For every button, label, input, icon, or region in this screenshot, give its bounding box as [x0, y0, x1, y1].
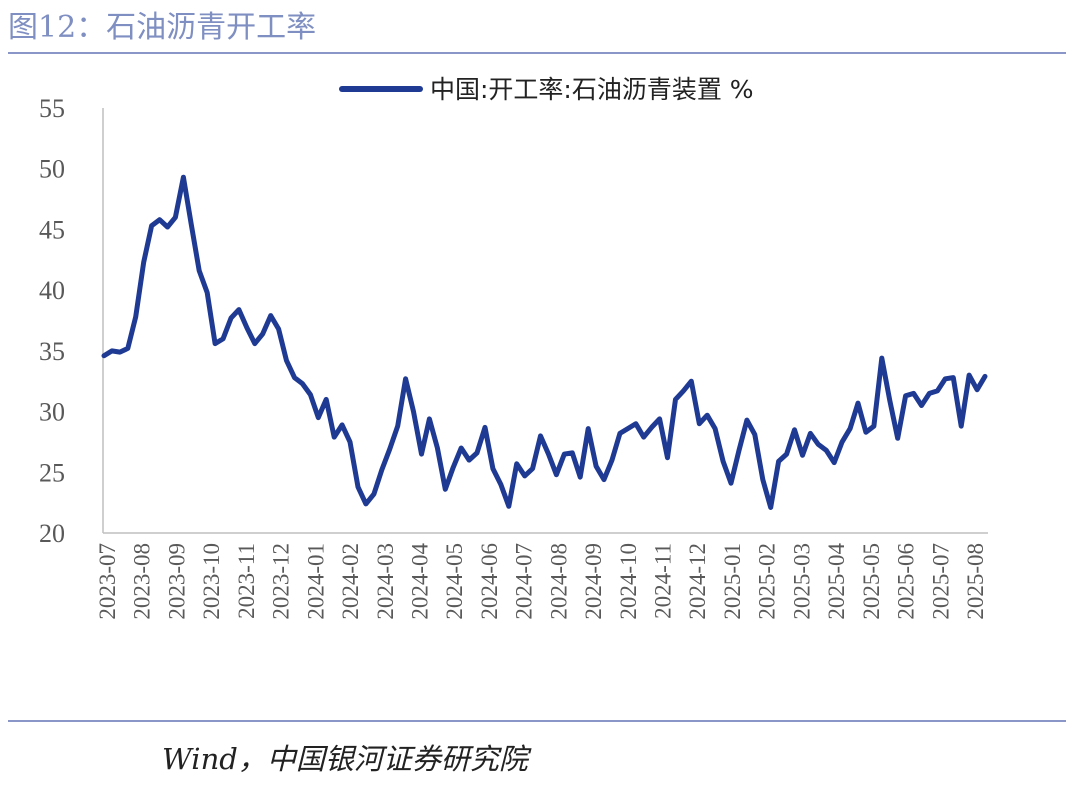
x-tick-label: 2024-07	[512, 543, 537, 620]
x-tick-label: 2023-07	[95, 543, 120, 620]
y-tick-label: 30	[39, 398, 65, 427]
x-tick-label: 2024-10	[616, 543, 641, 620]
x-tick-label: 2023-10	[199, 543, 224, 620]
chart-legend: 中国:开工率:石油沥青装置 %	[339, 75, 754, 104]
x-tick-label: 2024-01	[303, 543, 328, 620]
x-tick-label: 2025-04	[824, 543, 849, 620]
x-tick-label: 2024-12	[685, 543, 710, 620]
y-tick-label: 20	[39, 519, 65, 548]
line-chart: 中国:开工率:石油沥青装置 % 20 25 30 35 40 45 50 55 2023-07…	[39, 75, 988, 620]
source-note: Wind，中国银河证券研究院	[162, 742, 528, 776]
x-tick-label: 2023-12	[269, 543, 294, 620]
x-tick-label: 2025-02	[755, 543, 780, 620]
figure-title: 图12：石油沥青开工率	[8, 10, 317, 45]
x-axis: 2023-07 2023-08 2023-09 2023-10 2023-11 2023-…	[95, 543, 988, 620]
x-tick-label: 2023-08	[130, 543, 155, 620]
x-tick-label: 2024-03	[373, 543, 398, 620]
x-tick-label: 2024-02	[338, 543, 363, 620]
y-tick-label: 50	[39, 155, 65, 184]
x-tick-label: 2025-08	[963, 543, 988, 620]
x-tick-label: 2025-01	[720, 543, 745, 620]
series-layer	[101, 174, 988, 510]
y-tick-label: 45	[39, 215, 65, 244]
x-tick-label: 2025-03	[789, 543, 814, 620]
y-tick-label: 40	[39, 276, 65, 305]
y-tick-label: 35	[39, 337, 65, 366]
x-tick-label: 2024-04	[407, 543, 432, 620]
x-tick-label: 2024-11	[651, 543, 676, 619]
legend-label: 中国:开工率:石油沥青装置 %	[430, 75, 754, 104]
x-tick-label: 2024-09	[581, 543, 606, 620]
x-tick-label: 2024-08	[546, 543, 571, 620]
x-tick-label: 2023-09	[164, 543, 189, 620]
x-tick-label: 2025-07	[928, 543, 953, 620]
x-tick-label: 2025-05	[859, 543, 884, 620]
series-line	[101, 174, 988, 510]
top-divider	[8, 52, 1066, 54]
x-tick-label: 2023-11	[234, 543, 259, 619]
x-tick-label: 2025-06	[894, 543, 919, 620]
y-tick-label: 55	[39, 94, 65, 123]
bottom-divider	[8, 720, 1066, 722]
x-tick-label: 2024-06	[477, 543, 502, 620]
y-tick-label: 25	[39, 458, 65, 487]
y-axis: 20 25 30 35 40 45 50 55	[39, 94, 65, 548]
x-tick-label: 2024-05	[442, 543, 467, 620]
